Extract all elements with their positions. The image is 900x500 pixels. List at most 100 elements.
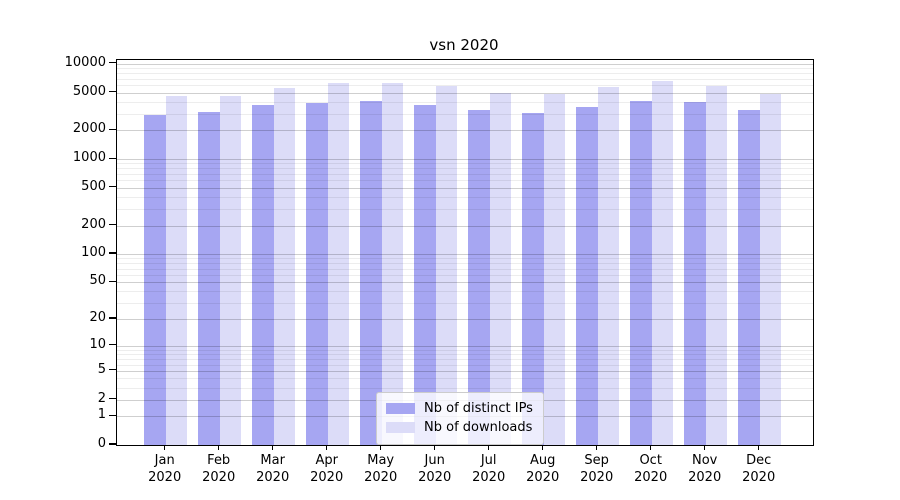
gridline-minor-700: [117, 173, 813, 175]
bar-distinct-ips-apr: [306, 102, 328, 445]
gridline-minor-4000: [117, 101, 813, 103]
bar-downloads-feb: [219, 96, 242, 445]
bar-downloads-jul: [489, 92, 512, 445]
y-tick-mark-5: [109, 369, 116, 371]
y-tick-mark-2000: [109, 128, 116, 130]
x-tick-mark-nov: [704, 445, 706, 450]
x-tick-label-feb: Feb 2020: [191, 452, 247, 486]
x-tick-label-year: 2020: [742, 470, 776, 485]
gridline-minor-8000: [117, 73, 813, 74]
x-tick-label-year: 2020: [472, 470, 506, 485]
y-tick-mark-20: [109, 317, 116, 319]
x-tick-label-year: 2020: [310, 470, 344, 485]
bar-downloads-jun: [435, 86, 458, 445]
bar-distinct-ips-dec: [738, 109, 760, 445]
bar-downloads-dec: [759, 94, 782, 445]
x-tick-label-aug: Aug 2020: [515, 452, 571, 486]
x-tick-mark-dec: [758, 445, 760, 450]
x-tick-label-year: 2020: [148, 470, 182, 485]
x-tick-mark-sep: [596, 445, 598, 450]
x-tick-label-year: 2020: [364, 470, 398, 485]
chart-title: vsn 2020: [429, 36, 499, 54]
gridline-major-200: [117, 225, 813, 227]
legend-label-downloads: Nb of downloads: [424, 420, 533, 435]
y-tick-label-5: 5: [97, 361, 106, 377]
gridline-minor-80: [117, 263, 813, 265]
gridline-major-100: [117, 254, 813, 255]
legend: Nb of distinct IPs Nb of downloads: [376, 392, 544, 445]
y-tick-label-500: 500: [81, 178, 106, 194]
gridline-major-50: [117, 282, 813, 284]
bar-downloads-apr: [327, 83, 350, 445]
gridline-minor-7000: [117, 78, 813, 80]
gridline-minor-9000: [117, 68, 813, 70]
x-tick-label-mar: Mar 2020: [245, 452, 301, 486]
y-tick-label-20: 20: [89, 310, 106, 325]
legend-swatch-downloads: [386, 422, 415, 433]
gridline-minor-8: [117, 354, 813, 356]
gridline-major-1000: [117, 159, 813, 161]
x-tick-label-apr: Apr 2020: [299, 452, 355, 486]
y-tick-mark-500: [109, 186, 116, 188]
y-tick-label-0: 0: [97, 436, 106, 451]
gridline-minor-9: [117, 349, 813, 351]
bar-distinct-ips-nov: [684, 101, 706, 445]
gridline-minor-3: [117, 387, 813, 389]
y-tick-label-5000: 5000: [72, 83, 106, 99]
x-tick-label-oct: Oct 2020: [623, 452, 679, 486]
y-tick-mark-2: [109, 397, 116, 400]
bar-distinct-ips-jul: [468, 110, 490, 445]
gridline-major-10: [117, 345, 813, 347]
x-tick-mark-oct: [650, 445, 652, 450]
plot-area: [116, 59, 814, 446]
x-tick-mark-aug: [542, 445, 544, 450]
y-tick-label-10: 10: [89, 336, 106, 352]
y-tick-label-200: 200: [81, 216, 106, 232]
x-tick-label-year: 2020: [418, 470, 452, 485]
y-tick-label-1: 1: [97, 407, 106, 423]
y-tick-label-2: 2: [97, 390, 106, 406]
gridline-minor-6: [117, 364, 813, 366]
y-tick-mark-10000: [109, 62, 116, 64]
x-tick-label-jan: Jan 2020: [137, 452, 193, 486]
x-tick-label-year: 2020: [634, 470, 668, 485]
y-tick-mark-5000: [109, 90, 116, 93]
gridline-major-5: [117, 370, 813, 372]
gridline-minor-30: [117, 302, 813, 304]
x-tick-mark-may: [380, 445, 382, 450]
x-tick-label-sep: Sep 2020: [569, 452, 625, 486]
gridline-minor-90: [117, 258, 813, 260]
bar-distinct-ips-sep: [576, 106, 598, 445]
gridline-minor-40: [117, 291, 813, 293]
x-tick-label-may: May 2020: [353, 452, 409, 486]
y-tick-mark-0: [109, 443, 116, 445]
legend-item-distinct-ips: Nb of distinct IPs: [386, 400, 533, 417]
legend-label-distinct-ips: Nb of distinct IPs: [424, 401, 533, 416]
gridline-major-20: [117, 319, 813, 320]
y-tick-label-50: 50: [89, 273, 106, 289]
bar-downloads-jan: [165, 95, 188, 445]
x-tick-label-jul: Jul 2020: [461, 452, 517, 486]
bar-downloads-sep: [597, 87, 620, 445]
gridline-major-2000: [117, 130, 813, 132]
y-tick-label-10000: 10000: [64, 54, 106, 70]
y-tick-label-1000: 1000: [72, 150, 106, 166]
bar-distinct-ips-oct: [630, 100, 652, 445]
x-tick-label-dec: Dec 2020: [731, 452, 787, 486]
gridline-minor-6000: [117, 84, 813, 86]
y-tick-label-2000: 2000: [72, 121, 106, 137]
y-tick-mark-1: [109, 414, 116, 416]
x-tick-mark-apr: [326, 445, 328, 450]
gridline-minor-7: [117, 358, 813, 360]
bar-downloads-oct: [651, 81, 674, 445]
gridline-minor-800: [117, 168, 813, 170]
gridline-minor-3000: [117, 113, 813, 115]
gridline-minor-300: [117, 208, 813, 210]
y-tick-mark-200: [109, 223, 116, 226]
y-tick-mark-10: [109, 344, 116, 346]
gridline-major-5000: [117, 92, 813, 94]
bar-downloads-aug: [543, 94, 566, 445]
gridline-minor-70: [117, 268, 813, 270]
y-tick-label-100: 100: [81, 245, 106, 260]
